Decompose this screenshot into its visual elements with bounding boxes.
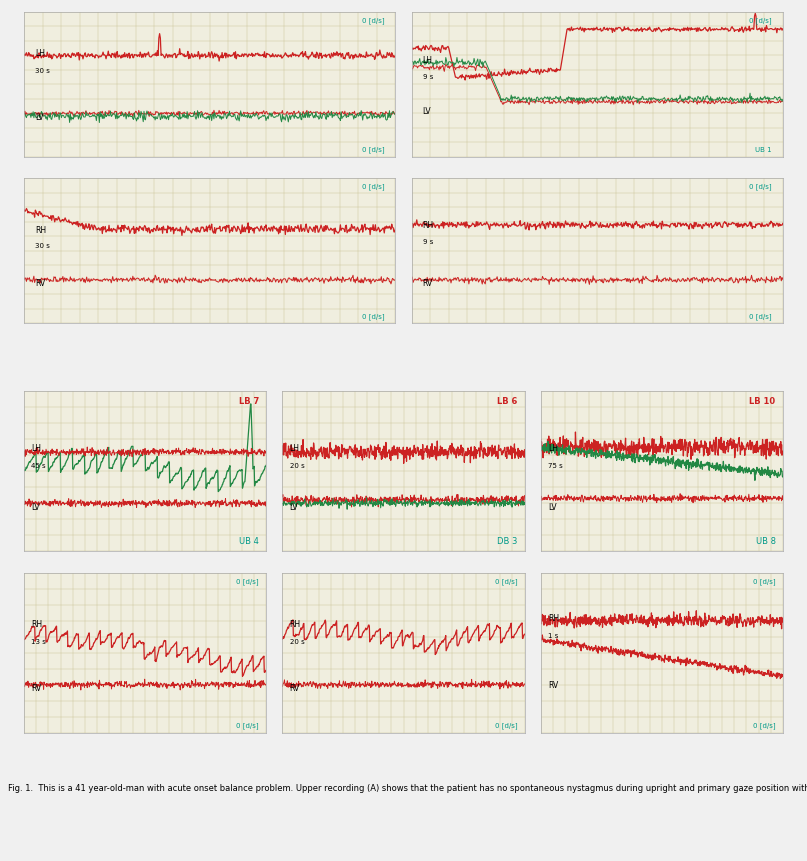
Text: LB 10: LB 10 (750, 397, 776, 406)
Text: Video: Video (308, 20, 336, 30)
Text: 30 s: 30 s (36, 68, 50, 74)
Text: right: right (31, 437, 56, 448)
Text: 13 s: 13 s (31, 639, 46, 645)
Text: LH: LH (31, 443, 41, 452)
Text: RV: RV (290, 684, 300, 692)
Text: Spontaneous Nystagmus: Spontaneous Nystagmus (24, 20, 199, 33)
Text: Fixation: Fixation (48, 49, 86, 59)
Text: center: center (301, 437, 334, 448)
Text: RV: RV (36, 279, 46, 288)
Text: 30 s: 30 s (36, 243, 50, 249)
Text: 20 s: 20 s (290, 639, 304, 645)
Text: 0 [d/s]: 0 [d/s] (753, 722, 776, 728)
Text: RH: RH (290, 620, 301, 629)
Text: Roll-on Testi: Roll-on Testi (24, 407, 120, 421)
Text: Fig. 1.  This is a 41 year-old-man with acute onset balance problem. Upper recor: Fig. 1. This is a 41 year-old-man with a… (8, 784, 807, 792)
Text: RV: RV (31, 684, 42, 692)
Text: LH: LH (290, 443, 299, 452)
Text: LV: LV (36, 113, 44, 121)
Text: 20 s: 20 s (290, 462, 304, 468)
Text: RH: RH (36, 226, 47, 234)
Text: 10 s: 10 s (756, 49, 776, 59)
Text: UB 8: UB 8 (755, 536, 776, 545)
Text: LV: LV (31, 502, 40, 511)
Text: 0 [d/s]: 0 [d/s] (749, 313, 771, 319)
Text: LH: LH (423, 56, 433, 65)
Text: 0 [d/s]: 0 [d/s] (362, 313, 384, 319)
Text: Video: Video (190, 407, 217, 418)
Text: LV: LV (548, 502, 557, 511)
Text: 0 [d/s]: 0 [d/s] (362, 17, 384, 24)
Text: No Fixation: No Fixation (435, 49, 490, 59)
Text: 75 s: 75 s (548, 462, 562, 468)
Text: RH: RH (31, 620, 43, 629)
Text: 0 [d/s]: 0 [d/s] (362, 183, 384, 190)
Text: RH: RH (548, 613, 559, 623)
Text: 0 [d/s]: 0 [d/s] (749, 183, 771, 190)
Text: 0 [d/s]: 0 [d/s] (495, 578, 517, 585)
Text: LB 7: LB 7 (239, 397, 259, 406)
Text: UB 4: UB 4 (239, 536, 259, 545)
Text: 0 [d/s]: 0 [d/s] (236, 722, 259, 728)
Text: RV: RV (548, 680, 558, 690)
Text: DB 3: DB 3 (497, 536, 517, 545)
Text: 45 s: 45 s (31, 462, 46, 468)
Text: left: left (554, 437, 571, 448)
Text: 0 [d/s]: 0 [d/s] (236, 578, 259, 585)
Text: 0 [d/s]: 0 [d/s] (749, 17, 771, 24)
Text: LB 6: LB 6 (497, 397, 517, 406)
Text: LH: LH (548, 443, 558, 452)
Text: LV: LV (423, 107, 431, 116)
Text: 0 [d/s]: 0 [d/s] (495, 722, 517, 728)
Text: 0 [d/s]: 0 [d/s] (753, 578, 776, 585)
Text: RV: RV (423, 279, 433, 288)
Text: 9 s: 9 s (423, 238, 433, 245)
Text: LH: LH (36, 49, 45, 58)
Text: 10 s: 10 s (756, 437, 776, 447)
Text: LV: LV (290, 502, 299, 511)
Text: RH: RH (423, 221, 434, 230)
Text: UB 1: UB 1 (755, 147, 771, 153)
Text: 9 s: 9 s (423, 73, 433, 79)
Text: 1 s: 1 s (548, 632, 558, 638)
Text: 0 [d/s]: 0 [d/s] (362, 146, 384, 153)
